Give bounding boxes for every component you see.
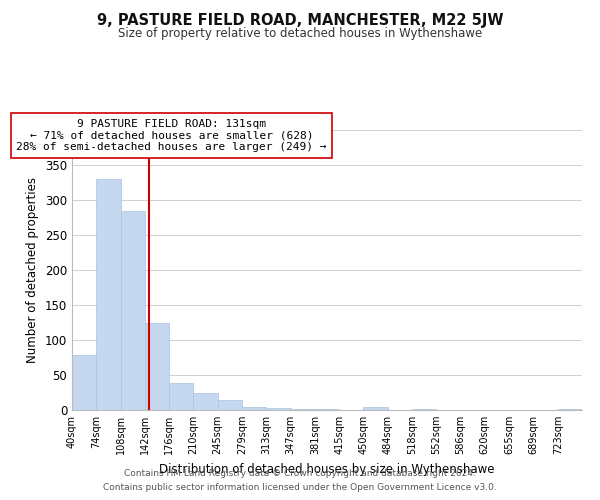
Y-axis label: Number of detached properties: Number of detached properties [26,177,40,363]
Bar [96,179,121,410]
Text: Contains public sector information licensed under the Open Government Licence v3: Contains public sector information licen… [103,484,497,492]
Text: 9, PASTURE FIELD ROAD, MANCHESTER, M22 5JW: 9, PASTURE FIELD ROAD, MANCHESTER, M22 5… [97,12,503,28]
Bar [169,384,193,410]
Text: 9 PASTURE FIELD ROAD: 131sqm
← 71% of detached houses are smaller (628)
28% of s: 9 PASTURE FIELD ROAD: 131sqm ← 71% of de… [16,119,326,152]
Text: Size of property relative to detached houses in Wythenshawe: Size of property relative to detached ho… [118,28,482,40]
Bar [218,400,242,410]
Bar [242,406,266,410]
Bar [193,392,218,410]
Bar [412,408,436,410]
Bar [364,407,388,410]
Bar [266,408,290,410]
Bar [121,211,145,410]
Bar [315,408,339,410]
Bar [558,408,582,410]
Bar [145,322,169,410]
Text: Contains HM Land Registry data © Crown copyright and database right 2024.: Contains HM Land Registry data © Crown c… [124,468,476,477]
Bar [72,356,96,410]
X-axis label: Distribution of detached houses by size in Wythenshawe: Distribution of detached houses by size … [159,462,495,475]
